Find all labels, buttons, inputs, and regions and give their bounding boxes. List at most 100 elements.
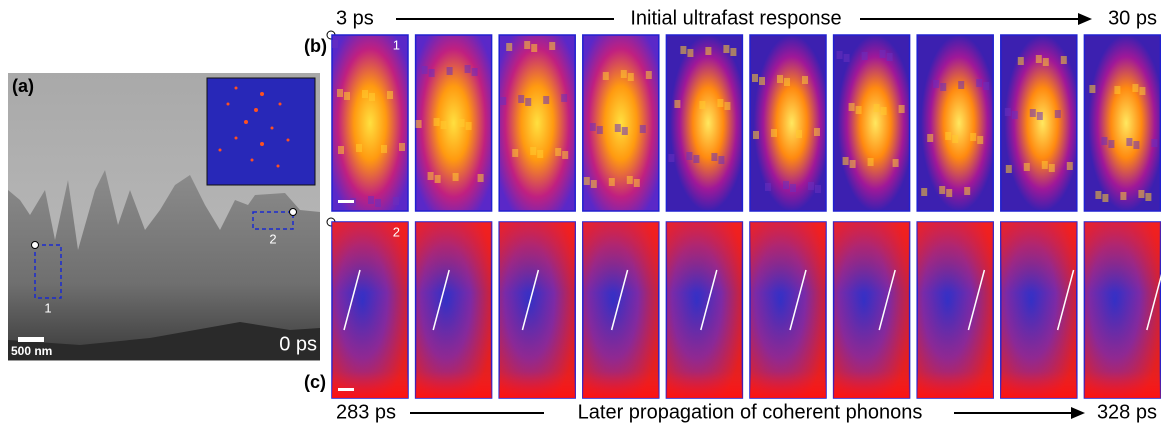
texture xyxy=(387,91,393,99)
texture xyxy=(356,144,362,152)
panel-label: (b) xyxy=(304,36,327,56)
frame-c-overlay xyxy=(666,222,743,398)
texture xyxy=(693,155,700,163)
texture xyxy=(849,160,856,168)
texture xyxy=(543,96,550,104)
frame-c-overlay xyxy=(1000,222,1077,398)
diffraction-spots xyxy=(218,86,290,168)
texture xyxy=(368,196,374,204)
wavefront xyxy=(789,269,807,331)
frame-c-overlay xyxy=(1084,222,1161,398)
texture xyxy=(421,66,428,74)
texture xyxy=(458,119,465,127)
texture xyxy=(777,75,783,83)
texture xyxy=(680,46,687,54)
wavefront xyxy=(521,269,540,331)
panel-label: (a) xyxy=(12,76,34,96)
texture xyxy=(927,134,934,142)
region-label: 1 xyxy=(44,300,51,315)
texture xyxy=(477,174,484,182)
texture xyxy=(970,133,977,141)
diffraction-inset xyxy=(206,77,316,186)
texture xyxy=(1089,85,1096,93)
texture xyxy=(802,76,808,84)
texture xyxy=(1139,87,1146,95)
texture xyxy=(338,146,344,154)
specimen xyxy=(8,170,320,360)
texture xyxy=(945,132,952,140)
texture xyxy=(627,73,634,81)
texture xyxy=(415,120,422,128)
texture xyxy=(711,153,718,161)
scale-bar xyxy=(338,200,354,203)
texture xyxy=(433,118,440,126)
texture xyxy=(1054,110,1061,118)
texture xyxy=(530,147,537,155)
texture xyxy=(724,102,731,110)
texture xyxy=(1036,112,1043,120)
texture xyxy=(518,95,525,103)
texture xyxy=(1114,86,1121,94)
texture xyxy=(1133,141,1140,149)
texture xyxy=(537,150,544,158)
texture xyxy=(500,97,507,105)
texture xyxy=(759,77,765,85)
texture xyxy=(668,154,675,162)
texture xyxy=(843,54,850,62)
texture xyxy=(531,44,538,52)
texture xyxy=(512,149,519,157)
texture xyxy=(1132,84,1139,92)
frame-c-overlay xyxy=(750,222,826,398)
arrow-head xyxy=(1071,407,1085,419)
texture xyxy=(939,186,946,194)
caption: Initial ultrafast response xyxy=(630,7,841,29)
texture xyxy=(977,136,984,144)
region-marker xyxy=(31,241,39,249)
texture xyxy=(1035,55,1042,63)
texture xyxy=(886,53,893,61)
texture xyxy=(549,42,556,50)
texture xyxy=(964,187,971,195)
texture xyxy=(446,67,453,75)
frame-b xyxy=(414,34,493,212)
frame-c-overlay xyxy=(499,222,576,398)
texture xyxy=(752,74,758,82)
texture xyxy=(471,68,478,76)
texture xyxy=(674,100,681,108)
texture xyxy=(861,52,868,60)
wavefront xyxy=(700,269,718,331)
region-label: 2 xyxy=(269,231,276,246)
wavefront xyxy=(967,269,986,331)
region-box xyxy=(252,211,294,230)
texture xyxy=(362,90,368,98)
end-time: 30 ps xyxy=(1108,7,1157,29)
texture xyxy=(1108,140,1115,148)
region-marker xyxy=(289,208,297,216)
texture xyxy=(836,51,843,59)
texture xyxy=(620,70,627,78)
texture xyxy=(393,197,399,205)
texture xyxy=(815,185,821,193)
texture xyxy=(614,124,621,132)
substrate xyxy=(8,322,320,360)
texture xyxy=(602,72,609,80)
texture xyxy=(1060,56,1067,64)
texture xyxy=(730,48,737,56)
wavefront xyxy=(343,269,361,331)
texture xyxy=(375,199,381,207)
arrow-head xyxy=(1078,13,1092,25)
texture xyxy=(589,123,596,131)
region-label: 2 xyxy=(393,224,400,239)
end-time: 328 ps xyxy=(1097,401,1157,423)
texture xyxy=(525,98,532,106)
texture xyxy=(1041,161,1048,169)
wavefront xyxy=(1056,269,1075,331)
texture xyxy=(626,176,633,184)
texture xyxy=(687,49,694,57)
texture xyxy=(686,152,693,160)
texture xyxy=(699,101,706,109)
texture xyxy=(381,145,387,153)
texture xyxy=(717,99,724,107)
wavefront xyxy=(610,269,629,331)
frame-b xyxy=(665,34,744,212)
